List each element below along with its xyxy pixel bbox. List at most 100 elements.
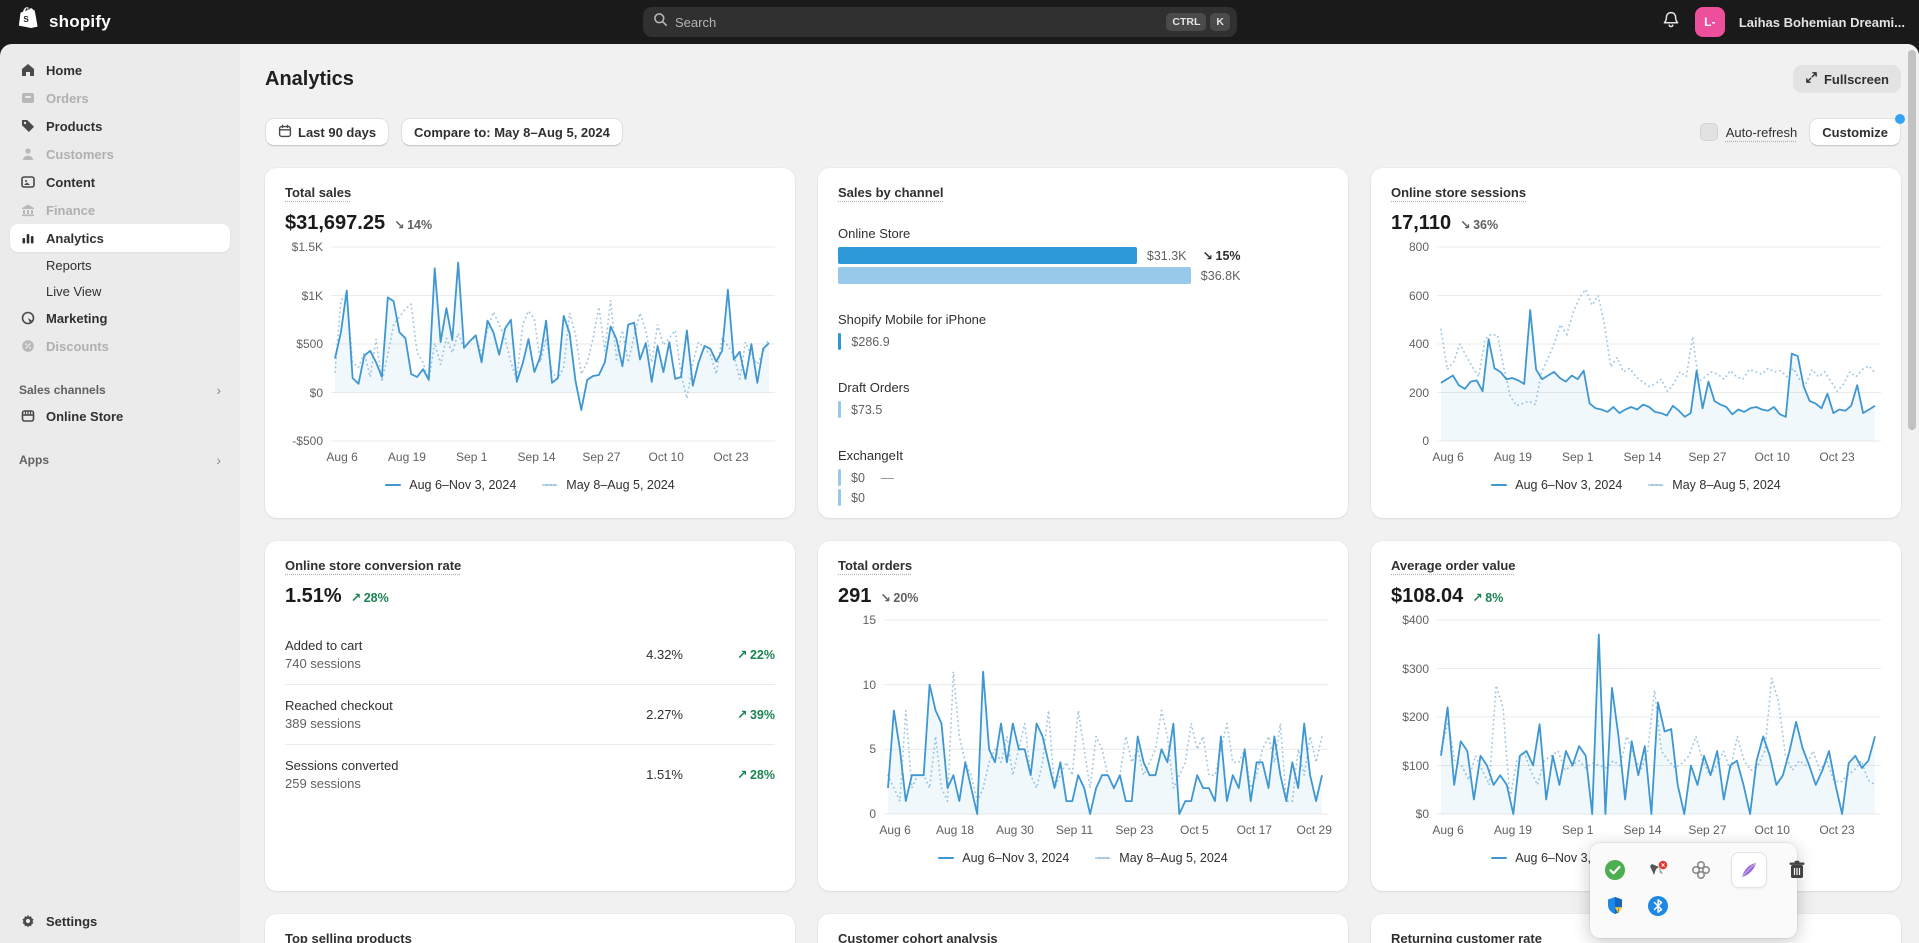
metric-change: ↘ 20% — [880, 590, 918, 605]
sidebar-item-content[interactable]: Content — [10, 168, 230, 196]
y-tick-label: $1K — [302, 289, 323, 303]
sidebar-item-live-view[interactable]: Live View — [10, 278, 230, 304]
shield-warning-icon[interactable]: ! — [1602, 893, 1628, 919]
channel-label: ExchangeIt — [838, 448, 1328, 463]
sidebar-item-marketing[interactable]: Marketing — [10, 304, 230, 332]
x-tick-label: Sep 1 — [456, 450, 487, 464]
image-icon — [19, 174, 36, 191]
search-placeholder: Search — [675, 15, 1162, 30]
x-tick-label: Sep 27 — [1688, 823, 1726, 837]
sidebar-item-label: Home — [46, 63, 82, 78]
tag-icon — [19, 118, 36, 135]
topbar: S shopify Search CTRL K L- Laihas Bohemi… — [0, 0, 1919, 44]
chevron-right-icon: › — [216, 452, 221, 468]
sidebar-item-settings[interactable]: Settings — [10, 907, 230, 935]
card-title-aov[interactable]: Average order value — [1391, 558, 1516, 573]
chart-legend: Aug 6–Nov 3, 2024May 8–Aug 5, 2024 — [838, 851, 1328, 865]
kbd-k: K — [1210, 13, 1230, 31]
card-title-top-selling-products[interactable]: Top selling products — [285, 931, 412, 943]
y-tick-label: $1.5K — [292, 240, 323, 254]
fullscreen-button[interactable]: Fullscreen — [1793, 65, 1901, 93]
card-title-customer-cohort[interactable]: Customer cohort analysis — [838, 931, 998, 943]
clover-icon[interactable] — [1688, 857, 1714, 883]
sidebar-item-customers[interactable]: Customers — [10, 140, 230, 168]
bluetooth-icon[interactable] — [1645, 893, 1671, 919]
verified-check-icon[interactable] — [1602, 857, 1628, 883]
sidebar-item-discounts[interactable]: Discounts — [10, 332, 230, 360]
line-chart-plot — [1437, 246, 1881, 442]
funnel-change: ↗ 28% — [683, 767, 775, 782]
account-name[interactable]: Laihas Bohemian Dreami... — [1739, 15, 1905, 30]
y-axis: $400$300$200$100$0 — [1391, 613, 1437, 821]
page-title: Analytics — [265, 68, 354, 91]
search-input[interactable]: Search CTRL K — [643, 7, 1237, 37]
sidebar-item-label: Marketing — [46, 311, 107, 326]
sidebar-item-home[interactable]: Home — [10, 56, 230, 84]
card-title-returning-customer-rate[interactable]: Returning customer rate — [1391, 931, 1542, 943]
sidebar-item-label: Live View — [46, 284, 101, 299]
sidebar-item-label: Analytics — [46, 231, 104, 246]
shopify-wordmark: shopify — [49, 12, 111, 32]
metric-value: 17,110 — [1391, 212, 1451, 235]
card-title-conversion[interactable]: Online store conversion rate — [285, 558, 461, 573]
series-area-fill — [888, 672, 1322, 814]
x-tick-label: Sep 11 — [1056, 823, 1093, 837]
x-tick-label: Oct 23 — [1819, 450, 1854, 464]
metric-change: ↗ 8% — [1472, 590, 1503, 605]
chart-legend: Aug 6–Nov 3, 2024May 8–Aug 5, 2024 — [1391, 478, 1881, 492]
card-title-total-orders[interactable]: Total orders — [838, 558, 912, 573]
sidebar-section-sales-channels[interactable]: Sales channels › — [10, 378, 230, 402]
funnel-row-sessions-converted: Sessions converted 259 sessions 1.51% ↗ … — [285, 744, 775, 804]
x-tick-label: Oct 29 — [1297, 823, 1332, 837]
compare-label: Compare to: May 8–Aug 5, 2024 — [414, 125, 610, 140]
shopify-logo[interactable]: S shopify — [18, 7, 111, 38]
sidebar-item-orders[interactable]: Orders — [10, 84, 230, 112]
x-tick-label: Sep 1 — [1562, 450, 1593, 464]
metric-change: ↘ 14% — [394, 217, 432, 232]
pin-alert-icon[interactable]: × — [1645, 857, 1671, 883]
legend-swatch — [1491, 484, 1507, 486]
legend-label: Aug 6–Nov 3, 2024 — [962, 851, 1069, 865]
x-tick-label: Sep 14 — [1624, 450, 1662, 464]
channel-bar-previous — [838, 401, 841, 418]
funnel-change: ↗ 22% — [683, 647, 775, 662]
sidebar-item-reports[interactable]: Reports — [10, 252, 230, 278]
auto-refresh-toggle[interactable]: Auto-refresh — [1700, 123, 1798, 141]
y-tick-label: $200 — [1402, 710, 1429, 724]
card-title-total-sales[interactable]: Total sales — [285, 185, 351, 200]
date-range-button[interactable]: Last 90 days — [265, 118, 389, 146]
sales-by-channel-card: Sales by channel Online Store $31.3K ↘ 1… — [818, 168, 1348, 518]
topbar-right: L- Laihas Bohemian Dreami... — [1661, 0, 1905, 44]
compare-to-button[interactable]: Compare to: May 8–Aug 5, 2024 — [401, 118, 623, 146]
funnel-rate: 4.32% — [613, 647, 683, 662]
legend-label: May 8–Aug 5, 2024 — [1672, 478, 1780, 492]
x-tick-label: Aug 6 — [1432, 450, 1463, 464]
card-title-sales-by-channel[interactable]: Sales by channel — [838, 185, 944, 200]
auto-refresh-checkbox[interactable] — [1700, 123, 1718, 141]
sidebar-item-products[interactable]: Products — [10, 112, 230, 140]
person-icon — [19, 146, 36, 163]
legend-item: May 8–Aug 5, 2024 — [542, 478, 674, 492]
sidebar-section-apps[interactable]: Apps › — [10, 448, 230, 472]
customize-button[interactable]: Customize — [1809, 118, 1901, 146]
y-tick-label: $500 — [296, 337, 323, 351]
sidebar-item-analytics[interactable]: Analytics — [10, 224, 230, 252]
sidebar-item-finance[interactable]: Finance — [10, 196, 230, 224]
notification-bell-icon[interactable] — [1661, 10, 1681, 35]
card-title-sessions[interactable]: Online store sessions — [1391, 185, 1526, 200]
scrollbar-thumb[interactable] — [1908, 50, 1916, 430]
line-chart-plot — [1437, 619, 1881, 815]
chevron-right-icon: › — [216, 382, 221, 398]
trash-icon[interactable] — [1784, 857, 1810, 883]
main-content: Analytics Fullscreen Last 90 days Compar… — [240, 44, 1919, 943]
feather-pen-icon[interactable] — [1731, 852, 1767, 888]
avatar[interactable]: L- — [1695, 7, 1725, 37]
sidebar-item-online-store[interactable]: Online Store — [10, 402, 230, 430]
x-tick-label: Oct 5 — [1180, 823, 1209, 837]
storefront-icon — [19, 408, 36, 425]
channel-bar-previous — [838, 267, 1191, 284]
y-tick-label: $0 — [310, 386, 323, 400]
svg-text:×: × — [1661, 863, 1665, 870]
x-tick-label: Oct 23 — [713, 450, 748, 464]
y-tick-label: 400 — [1409, 337, 1429, 351]
